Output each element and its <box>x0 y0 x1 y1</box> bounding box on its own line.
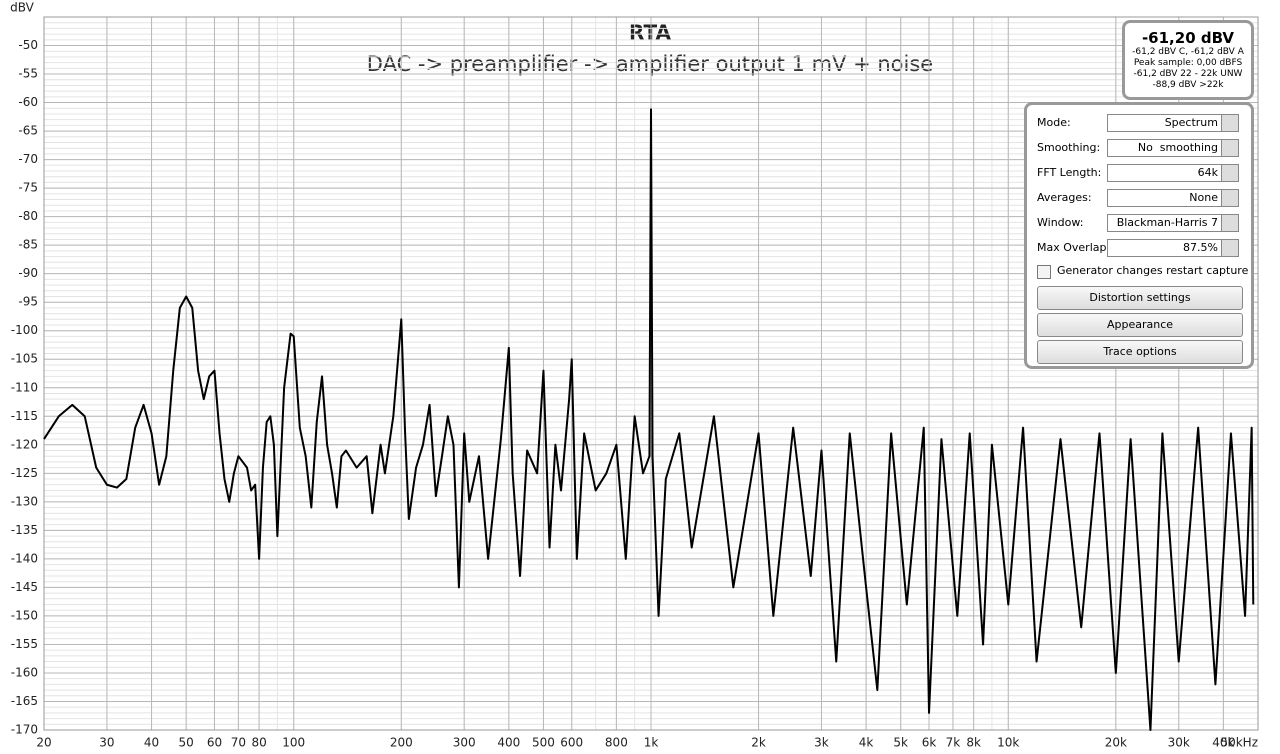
dropdown[interactable]: Blackman-Harris 7 <box>1107 214 1239 232</box>
x-tick-label: 800 <box>605 736 628 750</box>
y-tick-label: -65 <box>18 124 38 138</box>
x-tick-label: 30k <box>1168 736 1190 750</box>
y-tick-label: -125 <box>11 466 38 480</box>
control-panel: Mode: Spectrum Smoothing: No smoothing FFT L… <box>1024 102 1254 369</box>
y-tick-label: -130 <box>11 494 38 508</box>
readout: -61,20 dBV -61,2 dBV C, -61,2 dBV A Peak… <box>1122 20 1254 100</box>
x-tick-label: 100 <box>282 736 305 750</box>
x-tick-label: 10k <box>997 736 1019 750</box>
y-tick-label: -120 <box>11 437 38 451</box>
checkbox[interactable] <box>1037 265 1051 279</box>
x-tick-label: 50kHz <box>1220 736 1258 750</box>
y-tick-label: -85 <box>18 238 38 252</box>
y-tick-label: -165 <box>11 694 38 708</box>
y-axis-label: dBV <box>10 1 34 15</box>
checkbox-label: Generator changes restart capture <box>1057 264 1249 277</box>
y-tick-label: -100 <box>11 323 38 337</box>
y-tick-label: -115 <box>11 409 38 423</box>
control-label: Window: <box>1037 216 1084 229</box>
y-tick-label: -70 <box>18 152 38 166</box>
x-tick-label: 40k <box>1212 736 1234 750</box>
x-tick-label: 8k <box>966 736 981 750</box>
y-tick-label: -105 <box>11 352 38 366</box>
x-tick-label: 200 <box>390 736 413 750</box>
x-tick-label: 60 <box>207 736 222 750</box>
dropdown[interactable]: No smoothing <box>1107 139 1239 157</box>
x-tick-label: 600 <box>560 736 583 750</box>
readout-line: -61,2 dBV C, -61,2 dBV A <box>1132 47 1244 57</box>
readout-line: -61,2 dBV 22 - 22k UNW <box>1133 69 1243 79</box>
x-tick-label: 5k <box>893 736 908 750</box>
y-tick-label: -75 <box>18 181 38 195</box>
plot-border <box>43 16 1259 731</box>
x-tick-label: 7k <box>946 736 961 750</box>
dropdown[interactable]: 87.5% <box>1107 239 1239 257</box>
readout-line: Peak sample: 0,00 dBFS <box>1133 58 1243 68</box>
x-tick-label: 50 <box>179 736 194 750</box>
spectrum-line <box>43 108 1255 731</box>
y-tick-label: -160 <box>11 665 38 679</box>
dropdown[interactable]: None <box>1107 189 1239 207</box>
chart-subtitle: DAC -> preamplifier -> amplifier output … <box>367 52 933 76</box>
x-tick-label: 1k <box>644 736 659 750</box>
dropdown[interactable]: Spectrum <box>1107 114 1239 132</box>
control-label: Max Overlap: <box>1037 241 1111 254</box>
x-tick-label: 70 <box>231 736 246 750</box>
y-tick-label: -155 <box>11 637 38 651</box>
y-tick-label: -110 <box>11 380 38 394</box>
button[interactable]: Distortion settings <box>1037 286 1243 310</box>
x-tick-label: 3k <box>814 736 829 750</box>
dropdown[interactable]: 64k <box>1107 164 1239 182</box>
y-tick-label: -145 <box>11 580 38 594</box>
x-tick-label: 40 <box>144 736 159 750</box>
control-label: Mode: <box>1037 116 1071 129</box>
y-tick-label: -60 <box>18 95 38 109</box>
x-tick-label: 300 <box>453 736 476 750</box>
x-tick-label: 20k <box>1105 736 1127 750</box>
button[interactable]: Trace options <box>1037 340 1243 364</box>
x-tick-label: 4k <box>859 736 874 750</box>
control-label: Averages: <box>1037 191 1092 204</box>
x-tick-label: 500 <box>532 736 555 750</box>
y-tick-label: -135 <box>11 523 38 537</box>
readout-line: -88,9 dBV >22k <box>1152 80 1224 90</box>
chart-title: RTA <box>629 21 672 45</box>
y-tick-label: -140 <box>11 551 38 565</box>
y-tick-label: -90 <box>18 266 38 280</box>
button[interactable]: Appearance <box>1037 313 1243 337</box>
control-label: Smoothing: <box>1037 141 1101 154</box>
x-tick-label: 6k <box>922 736 937 750</box>
y-tick-label: -95 <box>18 295 38 309</box>
control-label: FFT Length: <box>1037 166 1102 179</box>
readout-main: -61,20 dBV <box>1141 29 1235 47</box>
x-tick-label: 400 <box>497 736 520 750</box>
y-tick-label: -55 <box>18 67 38 81</box>
y-tick-label: -80 <box>18 209 38 223</box>
x-tick-label: 2k <box>751 736 766 750</box>
y-tick-label: -50 <box>18 38 38 52</box>
x-tick-label: 80 <box>251 736 266 750</box>
y-tick-label: -170 <box>11 723 38 737</box>
x-tick-label: 30 <box>99 736 114 750</box>
y-tick-label: -150 <box>11 608 38 622</box>
x-tick-label: 20 <box>36 736 51 750</box>
